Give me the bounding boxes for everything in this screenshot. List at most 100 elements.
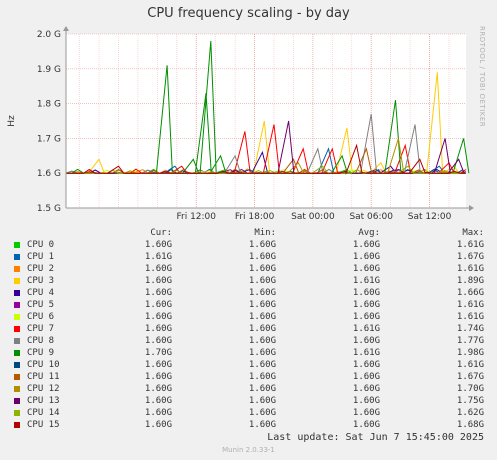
legend-cur: 1.70G xyxy=(144,348,172,358)
legend-name: CPU 9 xyxy=(27,348,55,358)
y-axis-arrow xyxy=(63,26,69,31)
chart-plot: 1.5 G 1.6 G 1.7 G 1.8 G 1.9 G 2.0 G Fri 12:00 F… xyxy=(7,26,474,222)
legend-cur: 1.60G xyxy=(144,372,172,382)
legend-min: 1.60G xyxy=(248,408,276,418)
series-layer xyxy=(65,40,470,175)
legend-name: CPU 8 xyxy=(27,336,55,346)
legend-avg: 1.60G xyxy=(352,360,380,370)
legend-avg: 1.60G xyxy=(352,264,380,274)
legend-name: CPU 13 xyxy=(27,396,60,406)
legend-avg: 1.60G xyxy=(352,372,380,382)
x-axis-arrow xyxy=(469,205,474,211)
legend-name: CPU 3 xyxy=(27,276,55,286)
legend-min: 1.60G xyxy=(248,240,276,250)
y-tick-label: 2.0 G xyxy=(37,30,61,40)
legend-max: 1.61G xyxy=(456,264,484,274)
legend-min: 1.60G xyxy=(248,348,276,358)
legend-row: CPU 6 1.60G 1.60G 1.60G 1.61G xyxy=(0,312,497,324)
legend-row: CPU 7 1.60G 1.60G 1.61G 1.74G xyxy=(0,324,497,336)
legend-min: 1.60G xyxy=(248,252,276,262)
legend-name: CPU 12 xyxy=(27,384,60,394)
legend-name: CPU 2 xyxy=(27,264,55,274)
legend-min: 1.60G xyxy=(248,396,276,406)
legend-max: 1.61G xyxy=(456,300,484,310)
legend-min: 1.60G xyxy=(248,372,276,382)
y-tick-label: 1.7 G xyxy=(37,134,61,144)
legend-min: 1.60G xyxy=(248,360,276,370)
legend-max: 1.77G xyxy=(456,336,484,346)
legend-row: CPU 14 1.60G 1.60G 1.60G 1.62G xyxy=(0,408,497,420)
legend-min: 1.60G xyxy=(248,288,276,298)
legend-avg: 1.60G xyxy=(352,288,380,298)
legend-min: 1.60G xyxy=(248,300,276,310)
legend-cur: 1.60G xyxy=(144,300,172,310)
legend-name: CPU 11 xyxy=(27,372,60,382)
chart-title: CPU frequency scaling - by day xyxy=(147,6,350,21)
legend-max: 1.98G xyxy=(456,348,484,358)
legend-avg: 1.60G xyxy=(352,312,380,322)
legend-swatch xyxy=(14,242,20,248)
legend-name: CPU 4 xyxy=(27,288,55,298)
legend-max: 1.67G xyxy=(456,252,484,262)
legend-row: CPU 5 1.60G 1.60G 1.60G 1.61G xyxy=(0,300,497,312)
legend-min: 1.60G xyxy=(248,312,276,322)
legend-row: CPU 4 1.60G 1.60G 1.60G 1.66G xyxy=(0,288,497,300)
legend-header: Cur: Min: Avg: Max: xyxy=(0,228,497,240)
legend-row: CPU 3 1.60G 1.60G 1.61G 1.89G xyxy=(0,276,497,288)
legend-swatch xyxy=(14,374,20,380)
legend-swatch xyxy=(14,302,20,308)
legend-swatch xyxy=(14,314,20,320)
legend-cur: 1.60G xyxy=(144,288,172,298)
legend-name: CPU 1 xyxy=(27,252,55,262)
legend-max: 1.61G xyxy=(456,360,484,370)
legend-max: 1.61G xyxy=(456,240,484,250)
legend-name: CPU 5 xyxy=(27,300,55,310)
legend-name: CPU 7 xyxy=(27,324,55,334)
legend-row: CPU 10 1.60G 1.60G 1.60G 1.61G xyxy=(0,360,497,372)
legend-max: 1.66G xyxy=(456,288,484,298)
legend-max: 1.61G xyxy=(456,312,484,322)
legend-min: 1.60G xyxy=(248,276,276,286)
legend-min: 1.60G xyxy=(248,420,276,430)
legend-swatch xyxy=(14,422,20,428)
x-tick-label: Sat 12:00 xyxy=(408,212,452,222)
legend-cur: 1.60G xyxy=(144,396,172,406)
legend-header-max: Max: xyxy=(462,228,484,238)
legend-name: CPU 14 xyxy=(27,408,60,418)
legend-row: CPU 9 1.70G 1.60G 1.61G 1.98G xyxy=(0,348,497,360)
legend-swatch xyxy=(14,266,20,272)
legend-header-avg: Avg: xyxy=(358,228,380,238)
legend-max: 1.75G xyxy=(456,396,484,406)
legend-row: CPU 8 1.60G 1.60G 1.60G 1.77G xyxy=(0,336,497,348)
legend-cur: 1.60G xyxy=(144,264,172,274)
y-tick-label: 1.8 G xyxy=(37,100,61,110)
legend-min: 1.60G xyxy=(248,264,276,274)
legend-name: CPU 0 xyxy=(27,240,55,250)
legend-swatch xyxy=(14,326,20,332)
legend-cur: 1.60G xyxy=(144,324,172,334)
x-tick-label: Sat 06:00 xyxy=(349,212,393,222)
y-tick-label: 1.6 G xyxy=(37,169,61,179)
legend-swatch xyxy=(14,362,20,368)
legend-swatch xyxy=(14,398,20,404)
plot-background xyxy=(66,34,466,208)
legend-header-min: Min: xyxy=(254,228,276,238)
legend-swatch xyxy=(14,386,20,392)
legend-max: 1.68G xyxy=(456,420,484,430)
legend-row: CPU 13 1.60G 1.60G 1.60G 1.75G xyxy=(0,396,497,408)
legend-avg: 1.61G xyxy=(352,348,380,358)
legend-max: 1.74G xyxy=(456,324,484,334)
axis-layer: 1.5 G 1.6 G 1.7 G 1.8 G 1.9 G 2.0 G Fri 12:00 F… xyxy=(37,26,474,222)
legend-avg: 1.61G xyxy=(352,324,380,334)
legend-avg: 1.60G xyxy=(352,240,380,250)
legend-avg: 1.60G xyxy=(352,420,380,430)
legend-swatch xyxy=(14,254,20,260)
legend-avg: 1.60G xyxy=(352,384,380,394)
legend-row: CPU 1 1.61G 1.60G 1.60G 1.67G xyxy=(0,252,497,264)
legend-max: 1.62G xyxy=(456,408,484,418)
munin-footer: Munin 2.0.33-1 xyxy=(222,446,275,454)
x-tick-label: Fri 18:00 xyxy=(235,212,275,222)
legend-cur: 1.60G xyxy=(144,408,172,418)
legend-min: 1.60G xyxy=(248,384,276,394)
legend-min: 1.60G xyxy=(248,324,276,334)
